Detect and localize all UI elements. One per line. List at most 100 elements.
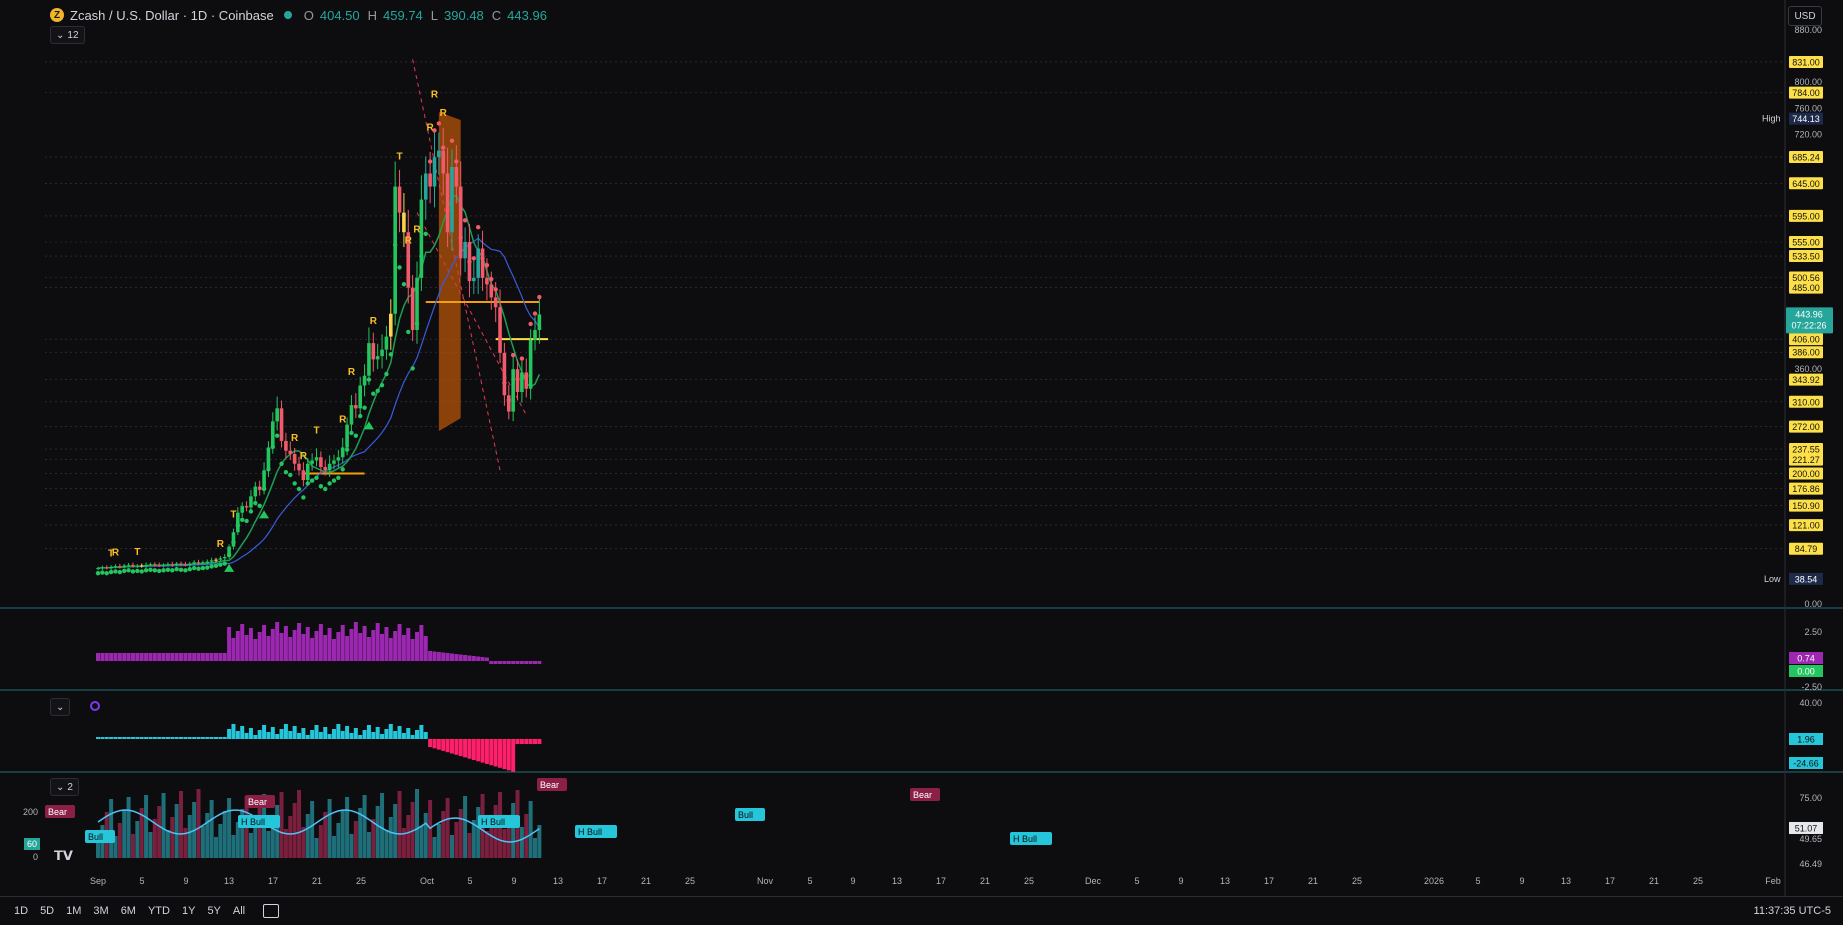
osc-bar	[117, 823, 122, 858]
stop-dot	[331, 478, 337, 483]
osc-bar	[170, 817, 175, 858]
range-button-ytd[interactable]: YTD	[147, 905, 170, 917]
stop-dot	[410, 366, 415, 371]
macd-bar	[502, 739, 507, 770]
stop-dot	[226, 552, 232, 557]
stop-dot	[384, 371, 389, 377]
signal-letter-T: T	[396, 152, 402, 163]
osc-bar	[196, 789, 201, 858]
macd-bar	[161, 737, 166, 739]
volume-bar	[283, 626, 288, 661]
candle-body	[96, 568, 100, 570]
volume-bar	[209, 653, 214, 661]
osc-bar	[388, 817, 393, 858]
trend-line-upper	[412, 59, 501, 471]
osc-bar	[323, 812, 328, 858]
candle-body	[524, 372, 529, 389]
volume-bar	[445, 653, 450, 661]
volume-bar	[515, 661, 520, 664]
price-label: 645.00	[1792, 179, 1820, 189]
ohlc-high-key: H	[367, 7, 378, 23]
volume-bar	[135, 653, 140, 661]
stop-dot	[274, 433, 280, 438]
stop-dot	[502, 380, 507, 385]
macd-bar	[345, 726, 350, 739]
stop-dot	[130, 569, 136, 574]
candle-body	[454, 166, 459, 187]
clock[interactable]: 11:37:35 UTC-5	[1753, 905, 1831, 917]
macd-bar	[144, 737, 149, 739]
macd-bar	[406, 728, 411, 739]
macd-bar	[458, 739, 463, 757]
range-button-5y[interactable]: 5Y	[207, 905, 221, 917]
currency-selector[interactable]: USD	[1788, 6, 1822, 26]
range-button-1y[interactable]: 1Y	[181, 905, 196, 917]
current-price-label: 443.96	[1795, 309, 1823, 319]
stop-dot	[379, 383, 385, 388]
time-tick: 21	[1649, 876, 1659, 886]
osc-bar	[297, 790, 302, 858]
candle-body	[428, 173, 432, 187]
osc-bar	[174, 804, 179, 858]
range-button-5d[interactable]: 5D	[40, 905, 55, 917]
macd-collapse-button[interactable]: ⌄	[50, 698, 71, 716]
candle-body	[472, 277, 476, 282]
buy-triangle-icon	[363, 421, 374, 430]
macd-bar	[489, 739, 494, 766]
volume-bar	[406, 628, 411, 661]
ohlc-high: 459.74	[383, 7, 423, 23]
date-range-calendar-icon[interactable]	[263, 904, 280, 918]
time-tick: 9	[850, 876, 855, 886]
indicator-settings-icon[interactable]	[90, 701, 100, 711]
macd-bar	[139, 737, 144, 739]
stop-dot	[257, 503, 262, 509]
range-button-3m[interactable]: 3M	[93, 905, 109, 917]
stop-dot	[436, 121, 442, 126]
oscillator-toggle[interactable]: ⌄ 2	[50, 778, 79, 796]
ohlc-low-key: L	[430, 7, 439, 23]
stop-dot	[301, 495, 306, 500]
osc-bar	[152, 819, 157, 858]
macd-bar	[384, 729, 389, 739]
stop-dot	[462, 218, 468, 223]
signal-letter-R: R	[440, 108, 448, 119]
range-button-6m[interactable]: 6M	[120, 905, 136, 917]
macd-bar	[519, 739, 524, 744]
macd-bar	[401, 733, 406, 739]
osc-bar	[436, 824, 441, 858]
macd-bar	[200, 737, 205, 739]
range-button-1m[interactable]: 1M	[66, 905, 82, 917]
osc-bar	[179, 791, 184, 858]
symbol-title[interactable]: Zcash / U.S. Dollar · 1D · Coinbase	[70, 7, 274, 23]
macd-bar	[310, 730, 315, 739]
price-label: 533.50	[1792, 252, 1820, 262]
stop-dot	[148, 567, 153, 572]
volume-bar	[375, 623, 380, 661]
osc-bar	[471, 820, 476, 858]
osc-bar	[96, 838, 100, 858]
volume-bar	[511, 661, 516, 664]
volume-bar	[183, 653, 188, 661]
stop-dot	[174, 567, 179, 572]
stop-dot	[336, 475, 341, 480]
macd-bar	[174, 737, 179, 739]
signal-letter-R: R	[339, 415, 347, 426]
price-label-box	[1789, 151, 1823, 164]
candle-body	[388, 313, 393, 337]
osc-bar	[144, 795, 149, 858]
vol-label: 0.74	[1797, 654, 1815, 664]
macd-bar	[209, 737, 214, 739]
volume-bar	[244, 635, 249, 661]
stop-dot	[388, 352, 393, 357]
vol-tick: 2.50	[1804, 627, 1822, 637]
candle-body	[192, 562, 196, 564]
macd-bar	[283, 724, 288, 739]
osc-bar	[187, 815, 192, 858]
range-button-all[interactable]: All	[232, 905, 246, 917]
stop-dot	[406, 329, 411, 335]
volume-bar	[484, 657, 489, 661]
volume-bar	[428, 651, 433, 661]
indicators-toggle[interactable]: ⌄ 12	[50, 26, 85, 44]
range-button-1d[interactable]: 1D	[14, 905, 29, 917]
